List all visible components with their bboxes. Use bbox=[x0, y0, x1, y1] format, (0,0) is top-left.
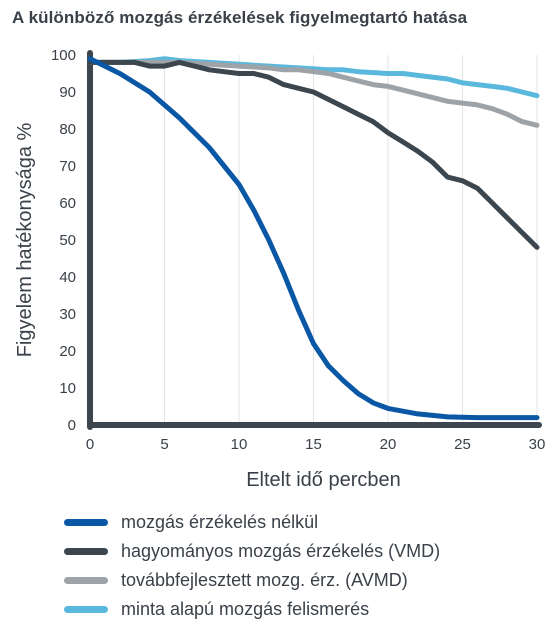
y-tick-label: 20 bbox=[59, 343, 76, 360]
x-tick-label: 0 bbox=[86, 436, 94, 453]
y-tick-label: 40 bbox=[59, 269, 76, 286]
x-tick-label: 30 bbox=[529, 436, 546, 453]
legend-swatch bbox=[64, 577, 108, 584]
legend-item: továbbfejlesztett mozg. érz. (AVMD) bbox=[64, 566, 440, 595]
series-line-1 bbox=[87, 56, 540, 421]
legend-swatch bbox=[64, 519, 108, 526]
y-tick-label: 0 bbox=[68, 417, 76, 434]
chart-legend: mozgás érzékelés nélkül hagyományos mozgá… bbox=[64, 508, 440, 624]
y-axis-label: Figyelem hatékonysága % bbox=[14, 123, 36, 358]
series-line-4 bbox=[87, 56, 540, 99]
line-chart: 0 10 20 30 40 50 60 70 80 90 100 0 5 10 15 20 25 30 Eltelt… bbox=[14, 47, 546, 491]
y-tick-label: 50 bbox=[59, 232, 76, 249]
series-line-2 bbox=[87, 59, 540, 250]
x-axis-label: Eltelt idő percben bbox=[246, 469, 401, 491]
legend-item: hagyományos mozgás érzékelés (VMD) bbox=[64, 537, 440, 566]
legend-label: hagyományos mozgás érzékelés (VMD) bbox=[121, 541, 441, 561]
legend-item: mozgás érzékelés nélkül bbox=[64, 508, 440, 537]
y-tick-label: 70 bbox=[59, 158, 76, 175]
legend-label: továbbfejlesztett mozg. érz. (AVMD) bbox=[121, 570, 408, 590]
x-tick-label: 25 bbox=[454, 436, 471, 453]
legend-label: minta alapú mozgás felismerés bbox=[121, 599, 370, 619]
legend-label: mozgás érzékelés nélkül bbox=[121, 512, 319, 532]
chart-title: A különböző mozgás érzékelések figyelmeg… bbox=[12, 8, 468, 27]
y-tick-label: 100 bbox=[51, 47, 76, 64]
x-tick-label: 5 bbox=[160, 436, 168, 453]
y-tick-label: 80 bbox=[59, 121, 76, 138]
legend-swatch bbox=[64, 548, 108, 555]
y-tick-label: 10 bbox=[59, 380, 76, 397]
x-tick-label: 15 bbox=[305, 436, 322, 453]
x-tick-label: 10 bbox=[231, 436, 248, 453]
x-tick-label: 20 bbox=[380, 436, 397, 453]
y-tick-label: 30 bbox=[59, 306, 76, 323]
y-tick-label: 60 bbox=[59, 195, 76, 212]
legend-item: minta alapú mozgás felismerés bbox=[64, 595, 440, 624]
legend-swatch bbox=[64, 606, 108, 613]
y-tick-label: 90 bbox=[59, 84, 76, 101]
